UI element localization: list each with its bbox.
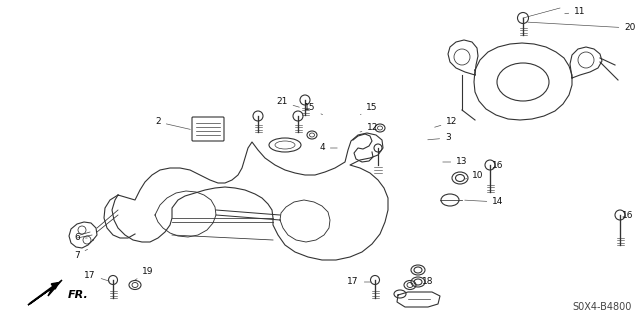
Text: 4: 4 xyxy=(319,144,337,152)
Text: 6: 6 xyxy=(74,234,87,242)
Text: 19: 19 xyxy=(135,268,154,280)
Text: 3: 3 xyxy=(428,133,451,143)
Text: 5: 5 xyxy=(0,318,1,319)
Text: FR.: FR. xyxy=(68,290,89,300)
Text: 2: 2 xyxy=(155,117,190,130)
Text: 18: 18 xyxy=(415,278,434,286)
Text: 20: 20 xyxy=(528,22,636,33)
Polygon shape xyxy=(28,280,62,305)
Text: 7: 7 xyxy=(74,249,88,259)
Text: 10: 10 xyxy=(465,170,484,180)
Text: 13: 13 xyxy=(443,158,468,167)
Text: 11: 11 xyxy=(564,8,586,17)
Text: 16: 16 xyxy=(622,211,634,219)
Text: 21: 21 xyxy=(276,98,300,107)
Text: 15: 15 xyxy=(360,103,378,115)
Text: 15: 15 xyxy=(304,103,323,115)
Text: 17: 17 xyxy=(348,278,371,286)
Text: 8: 8 xyxy=(0,318,1,319)
Text: 12: 12 xyxy=(360,123,379,132)
Text: 14: 14 xyxy=(465,197,504,206)
Text: 12: 12 xyxy=(435,117,458,127)
Text: 16: 16 xyxy=(492,160,504,169)
Text: 9: 9 xyxy=(0,318,1,319)
Text: 17: 17 xyxy=(84,271,109,281)
Text: 1: 1 xyxy=(0,318,1,319)
Text: S0X4-B4800: S0X4-B4800 xyxy=(573,302,632,312)
